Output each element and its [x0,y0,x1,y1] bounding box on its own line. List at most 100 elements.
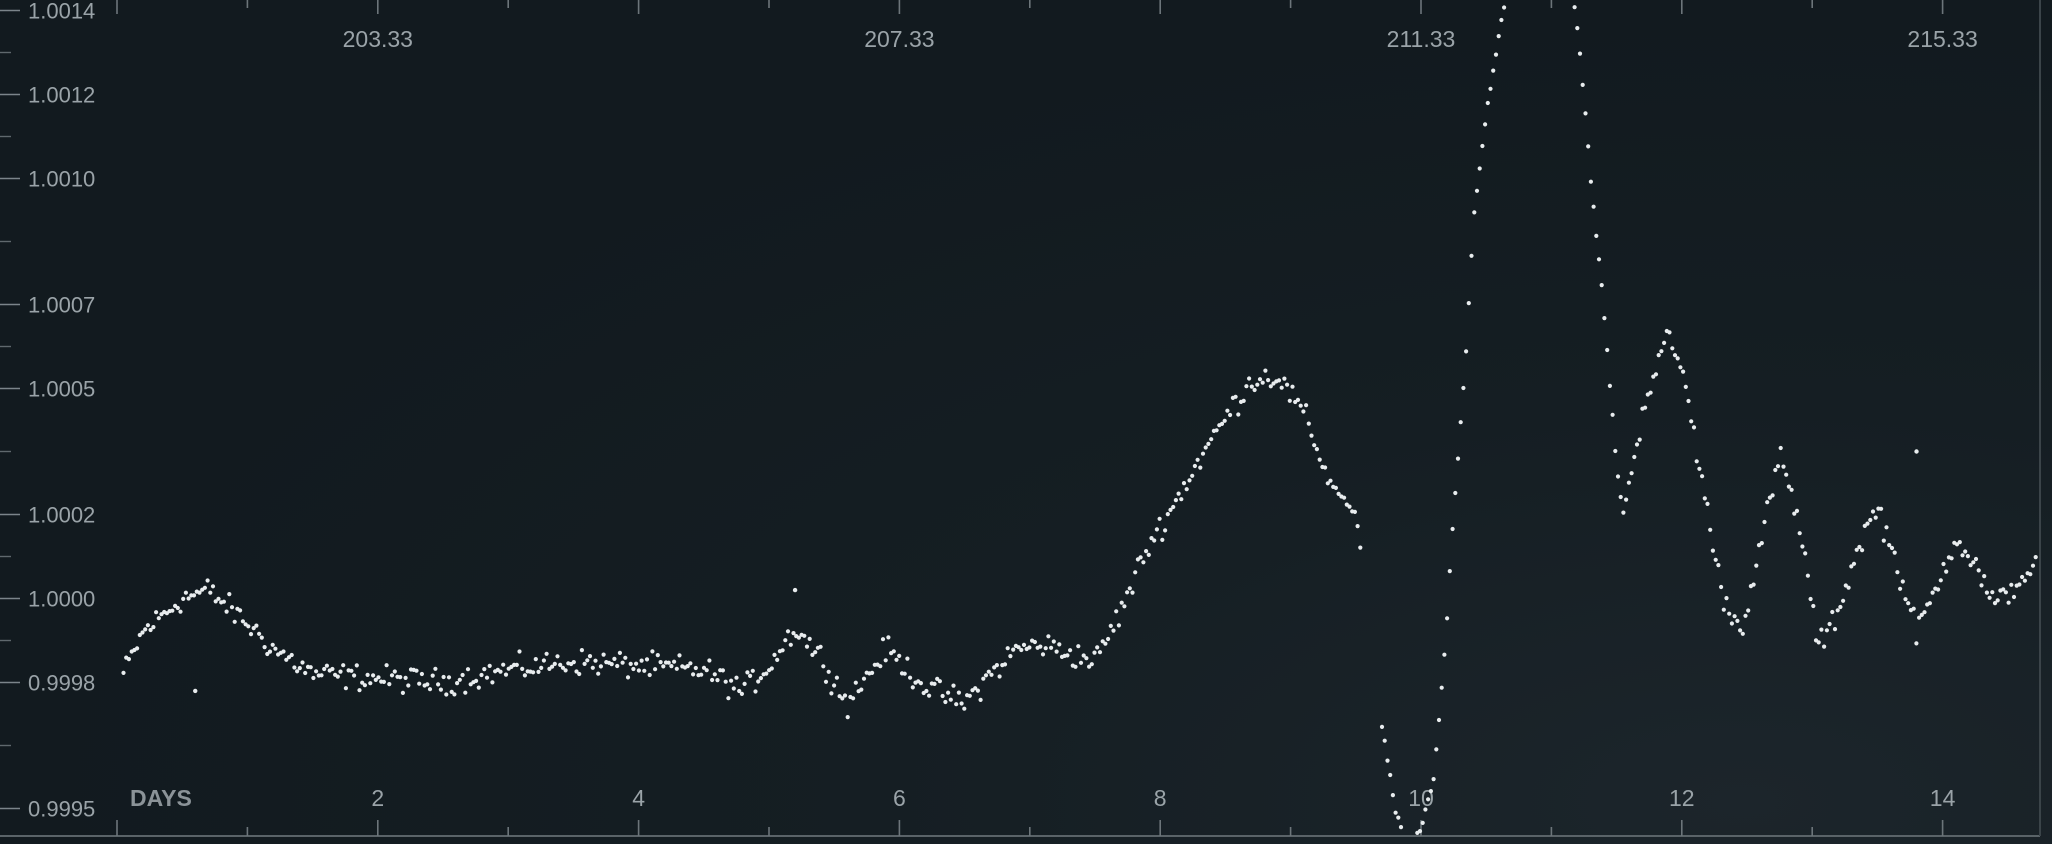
data-point [769,666,774,671]
data-point [997,674,1002,679]
data-point [1089,662,1094,667]
data-point [1379,724,1385,730]
data-point [804,644,810,649]
data-point [1702,496,1707,501]
data-point [834,675,840,680]
data-point [1352,509,1357,514]
data-point [707,658,712,663]
data-point [1629,471,1634,476]
data-point [1873,515,1878,520]
x-tick-label: 2 [371,785,384,811]
data-point [1816,640,1821,645]
data-point [1184,487,1189,492]
data-point [1442,652,1447,657]
data-point [1976,568,1981,573]
data-point [1078,660,1084,665]
data-point [1960,553,1965,558]
data-point [1483,122,1488,127]
data-point [555,654,560,659]
data-point [1868,517,1873,523]
data-point [1808,596,1813,602]
data-point [669,664,674,669]
data-point [240,619,245,624]
data-point [1721,607,1726,612]
data-point [1388,772,1393,778]
data-point [1336,491,1341,496]
data-point [688,661,693,666]
data-point [1163,528,1168,533]
data-point [1881,538,1886,543]
data-point [1738,628,1743,633]
data-point [121,670,126,676]
data-point [1458,420,1463,425]
data-point [1762,519,1767,525]
data-point [1233,394,1238,399]
data-point [772,652,777,658]
data-point [1021,642,1027,648]
data-point [932,681,937,687]
data-point [1057,642,1062,647]
data-point [154,610,159,615]
data-point [1447,569,1452,574]
data-point [343,686,348,691]
data-point [338,669,343,674]
data-point [544,651,549,656]
data-point [1794,508,1800,513]
data-point [541,658,547,663]
data-point [677,653,682,658]
data-point [1455,456,1461,461]
data-point [775,657,780,663]
data-point [886,635,891,640]
data-point [1754,563,1759,568]
data-point [861,676,867,681]
data-point [973,686,978,691]
y-tick-label: 1.0012 [28,83,95,108]
data-point [1214,428,1219,433]
data-point [1830,609,1835,615]
data-point [1572,5,1577,10]
data-point [1607,383,1612,388]
data-point [785,629,791,634]
days-axis-label: DAYS [130,785,192,811]
data-point [1398,825,1404,830]
data-point [1160,537,1165,543]
data-point [2006,600,2011,605]
data-point [829,691,834,696]
data-point [1480,143,1485,149]
data-point [978,697,983,703]
data-point [170,608,175,613]
data-point [1049,645,1054,650]
data-point [1922,610,1927,615]
data-point [723,679,728,684]
data-point [940,693,945,699]
data-point [1667,330,1672,335]
data-point [1865,521,1870,526]
data-point [1846,585,1851,590]
data-point [1599,283,1604,288]
data-point [224,609,229,614]
data-point [1290,384,1295,389]
data-point [1076,644,1081,649]
data-point [2003,590,2008,595]
data-point [1648,390,1653,395]
data-point [368,681,373,686]
data-point [1485,100,1490,106]
data-point [691,672,696,677]
data-point [631,666,636,672]
data-point [330,666,335,672]
data-point [322,666,327,672]
data-point [1936,587,1941,592]
data-point [1800,544,1805,549]
data-point [444,692,449,697]
data-point [783,638,788,643]
data-point [983,673,989,678]
data-point [1887,543,1892,548]
data-point [135,646,140,651]
data-point [823,679,829,684]
data-point [1797,531,1802,536]
data-point [788,642,793,647]
data-point [666,660,671,665]
data-point [433,666,438,671]
data-point [1152,538,1157,543]
data-point [1588,179,1593,184]
